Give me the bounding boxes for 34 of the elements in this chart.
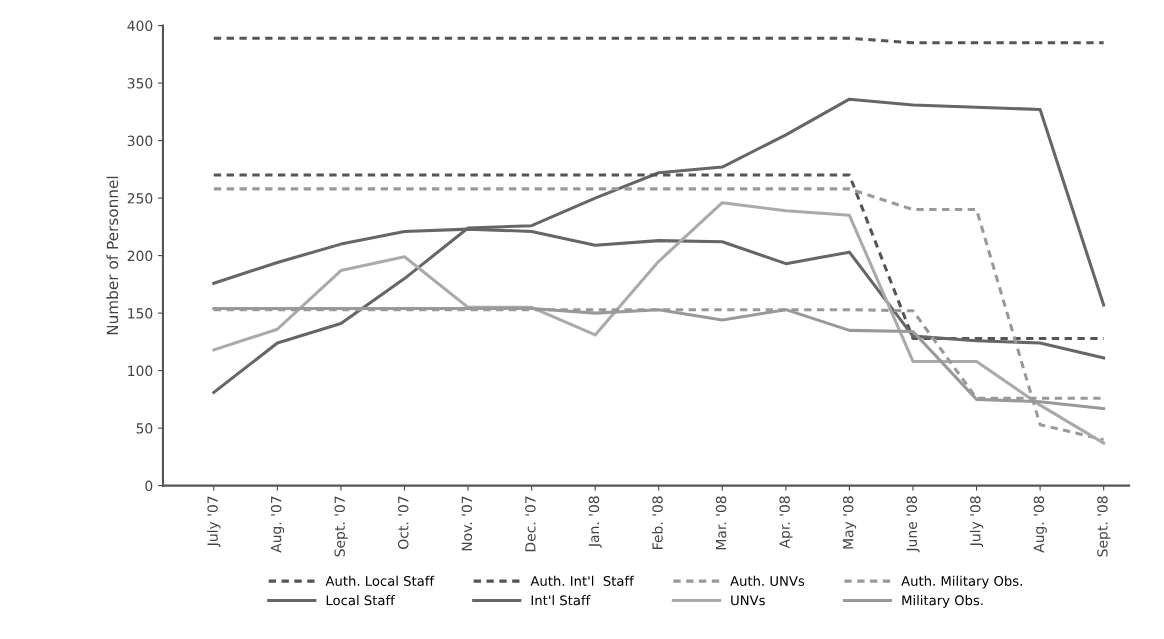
- legend-label: Military Obs.: [902, 595, 983, 608]
- x-tick-label: Sept. '07: [334, 496, 348, 557]
- legend-label: UNVs: [731, 595, 765, 606]
- y-tick-label: 200: [127, 250, 153, 262]
- x-tick-label: Aug. '07: [270, 496, 285, 553]
- x-tick-label: Feb. '08: [652, 496, 663, 549]
- x-tick-label: May '08: [842, 496, 857, 549]
- y-tick-label: 400: [127, 20, 153, 32]
- x-tick-label: July '07: [207, 496, 221, 547]
- y-tick-label: 300: [127, 135, 153, 147]
- x-tick-label: July '08: [969, 496, 984, 547]
- legend-label: Auth. Local Staff: [325, 575, 435, 586]
- x-tick-label: June '08: [906, 496, 920, 553]
- x-tick-label: Jan. '08: [588, 496, 602, 548]
- legend-label: Int'l Staff: [531, 595, 591, 606]
- x-tick-label: Mar. '08: [715, 496, 727, 550]
- y-tick-label: 150: [128, 308, 153, 319]
- x-tick-label: Nov. '07: [461, 496, 473, 551]
- y-tick-label: 350: [127, 78, 153, 89]
- y-tick-label: 50: [136, 423, 153, 434]
- legend-label: Auth. Int'l Staff: [530, 575, 634, 586]
- y-axis-title: Number of Personnel: [106, 176, 119, 335]
- y-tick-label: 250: [127, 193, 153, 204]
- x-tick-label: Aug. '08: [1033, 496, 1047, 553]
- x-tick-label: Apr. '08: [779, 496, 793, 549]
- x-tick-label: Dec. '07: [525, 496, 536, 552]
- y-tick-label: 100: [128, 365, 153, 377]
- legend-label: Auth. Military Obs.: [901, 575, 1022, 589]
- legend-label: Auth. UNVs: [730, 575, 805, 586]
- line-series: [212, 97, 1106, 394]
- x-tick-label: Sept. '08: [1097, 496, 1111, 557]
- y-tick-label: 0: [145, 480, 153, 492]
- x-tick-label: Oct. '07: [398, 496, 409, 549]
- legend-label: Local Staff: [326, 595, 396, 606]
